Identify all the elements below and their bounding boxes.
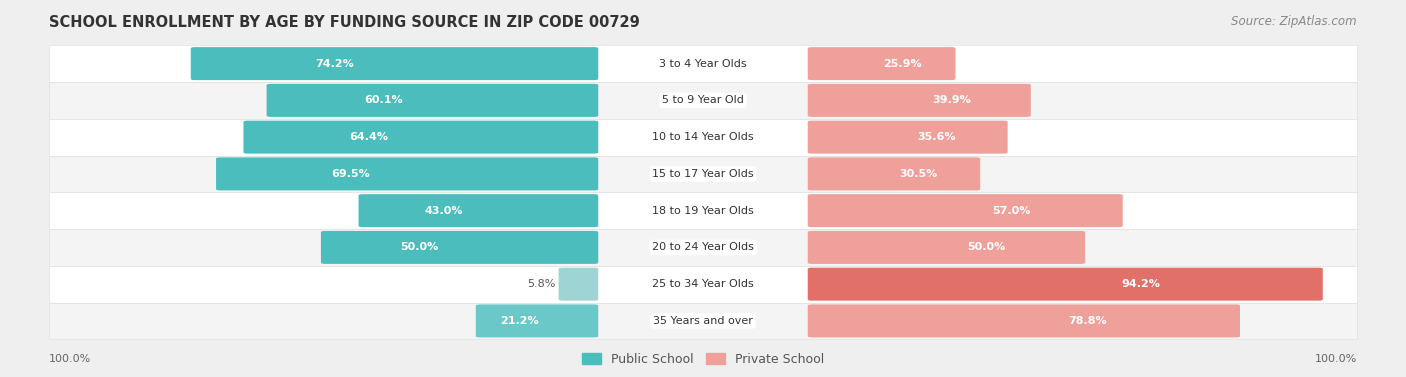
- FancyBboxPatch shape: [808, 158, 980, 190]
- FancyBboxPatch shape: [808, 305, 1240, 337]
- FancyBboxPatch shape: [808, 231, 1085, 264]
- FancyBboxPatch shape: [191, 47, 599, 80]
- Text: 25 to 34 Year Olds: 25 to 34 Year Olds: [652, 279, 754, 289]
- Bar: [49, 119, 1357, 155]
- Text: 30.5%: 30.5%: [900, 169, 938, 179]
- FancyBboxPatch shape: [321, 231, 599, 264]
- Text: 50.0%: 50.0%: [401, 242, 439, 253]
- FancyBboxPatch shape: [217, 158, 599, 190]
- Legend: Public School, Private School: Public School, Private School: [576, 348, 830, 371]
- FancyBboxPatch shape: [475, 305, 599, 337]
- Text: 69.5%: 69.5%: [332, 169, 370, 179]
- Text: Source: ZipAtlas.com: Source: ZipAtlas.com: [1232, 15, 1357, 28]
- Text: 21.2%: 21.2%: [501, 316, 540, 326]
- Text: 74.2%: 74.2%: [315, 58, 354, 69]
- Text: 5.8%: 5.8%: [527, 279, 555, 289]
- Text: 25.9%: 25.9%: [883, 58, 922, 69]
- Text: 35.6%: 35.6%: [917, 132, 956, 142]
- Text: 10 to 14 Year Olds: 10 to 14 Year Olds: [652, 132, 754, 142]
- Text: 100.0%: 100.0%: [49, 354, 91, 365]
- FancyBboxPatch shape: [243, 121, 599, 154]
- Text: SCHOOL ENROLLMENT BY AGE BY FUNDING SOURCE IN ZIP CODE 00729: SCHOOL ENROLLMENT BY AGE BY FUNDING SOUR…: [49, 15, 640, 30]
- Text: 94.2%: 94.2%: [1122, 279, 1161, 289]
- FancyBboxPatch shape: [808, 121, 1008, 154]
- Text: 60.1%: 60.1%: [364, 95, 404, 106]
- Text: 18 to 19 Year Olds: 18 to 19 Year Olds: [652, 205, 754, 216]
- FancyBboxPatch shape: [808, 84, 1031, 117]
- Bar: [49, 229, 1357, 266]
- Text: 50.0%: 50.0%: [967, 242, 1005, 253]
- Bar: [49, 82, 1357, 119]
- FancyBboxPatch shape: [267, 84, 599, 117]
- Bar: [49, 192, 1357, 229]
- Text: 39.9%: 39.9%: [932, 95, 970, 106]
- Text: 20 to 24 Year Olds: 20 to 24 Year Olds: [652, 242, 754, 253]
- FancyBboxPatch shape: [808, 47, 956, 80]
- FancyBboxPatch shape: [808, 268, 1323, 301]
- Text: 78.8%: 78.8%: [1069, 316, 1107, 326]
- FancyBboxPatch shape: [359, 194, 599, 227]
- Text: 35 Years and over: 35 Years and over: [652, 316, 754, 326]
- Text: 3 to 4 Year Olds: 3 to 4 Year Olds: [659, 58, 747, 69]
- Bar: [49, 266, 1357, 302]
- FancyBboxPatch shape: [808, 194, 1123, 227]
- Bar: [49, 302, 1357, 339]
- FancyBboxPatch shape: [558, 268, 599, 301]
- Text: 64.4%: 64.4%: [350, 132, 388, 142]
- Text: 15 to 17 Year Olds: 15 to 17 Year Olds: [652, 169, 754, 179]
- Text: 100.0%: 100.0%: [1315, 354, 1357, 365]
- Text: 43.0%: 43.0%: [425, 205, 463, 216]
- Bar: [49, 155, 1357, 192]
- Text: 57.0%: 57.0%: [993, 205, 1031, 216]
- Text: 5 to 9 Year Old: 5 to 9 Year Old: [662, 95, 744, 106]
- Bar: [49, 45, 1357, 82]
